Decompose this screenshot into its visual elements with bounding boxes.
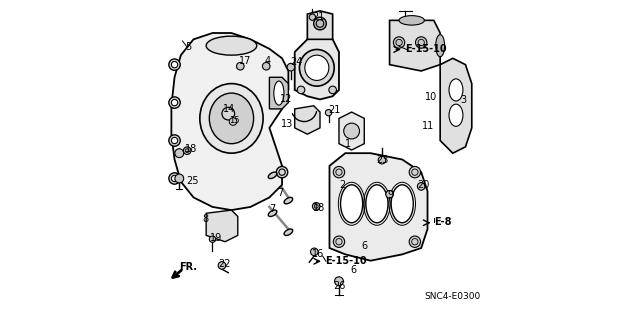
Circle shape	[394, 37, 404, 48]
Circle shape	[378, 156, 386, 164]
Circle shape	[333, 236, 345, 248]
Circle shape	[222, 107, 235, 120]
Ellipse shape	[209, 93, 253, 144]
Text: 10: 10	[425, 92, 437, 102]
Circle shape	[417, 182, 425, 190]
Text: 1: 1	[345, 139, 351, 149]
Ellipse shape	[206, 36, 257, 55]
Circle shape	[229, 118, 237, 125]
Text: E-8: E-8	[434, 217, 451, 227]
Ellipse shape	[449, 79, 463, 101]
Circle shape	[287, 63, 294, 71]
Circle shape	[169, 59, 180, 70]
Circle shape	[172, 175, 178, 182]
Ellipse shape	[366, 185, 388, 223]
Circle shape	[310, 248, 318, 256]
Ellipse shape	[268, 172, 277, 179]
Text: 26: 26	[333, 281, 346, 291]
Polygon shape	[330, 153, 428, 261]
Circle shape	[344, 123, 360, 139]
Text: 18: 18	[313, 203, 325, 212]
Text: 14: 14	[223, 104, 235, 114]
Ellipse shape	[391, 185, 413, 223]
Ellipse shape	[268, 210, 277, 217]
Text: 12: 12	[280, 94, 292, 104]
Circle shape	[184, 147, 191, 154]
Text: E-15-10: E-15-10	[324, 256, 366, 266]
Circle shape	[169, 97, 180, 108]
Text: 11: 11	[422, 121, 434, 131]
Text: 6: 6	[351, 264, 356, 275]
Text: 25: 25	[186, 176, 198, 186]
Circle shape	[386, 190, 394, 198]
Text: 2: 2	[340, 181, 346, 190]
Text: 18: 18	[185, 145, 197, 154]
Text: 16: 16	[312, 249, 324, 259]
Circle shape	[209, 236, 216, 242]
Circle shape	[218, 262, 226, 269]
Ellipse shape	[300, 49, 334, 86]
Ellipse shape	[200, 84, 263, 153]
Text: 17: 17	[239, 56, 251, 66]
Circle shape	[169, 135, 180, 146]
Polygon shape	[339, 112, 364, 150]
Text: FR.: FR.	[179, 262, 197, 272]
Circle shape	[172, 100, 178, 106]
Circle shape	[415, 37, 427, 48]
Text: 8: 8	[202, 214, 209, 224]
Text: 9: 9	[388, 190, 394, 200]
Circle shape	[297, 86, 305, 94]
Polygon shape	[307, 11, 333, 39]
Text: 22: 22	[218, 259, 230, 270]
Ellipse shape	[449, 104, 463, 126]
Text: 3: 3	[461, 95, 467, 105]
Text: 7: 7	[269, 204, 275, 214]
Text: 19: 19	[210, 233, 222, 243]
Text: 6: 6	[362, 241, 368, 251]
Circle shape	[329, 86, 337, 94]
Text: 21: 21	[312, 11, 324, 22]
Ellipse shape	[284, 229, 292, 235]
Circle shape	[312, 203, 320, 210]
Circle shape	[409, 236, 420, 248]
Text: 23: 23	[376, 155, 388, 165]
Ellipse shape	[399, 16, 424, 25]
Circle shape	[169, 173, 180, 184]
Ellipse shape	[284, 197, 292, 204]
Circle shape	[175, 149, 184, 158]
Text: 15: 15	[229, 116, 240, 125]
Ellipse shape	[436, 34, 445, 57]
Ellipse shape	[340, 185, 363, 223]
Circle shape	[175, 174, 184, 183]
Ellipse shape	[305, 55, 329, 80]
Circle shape	[172, 137, 178, 144]
Text: 13: 13	[282, 119, 294, 129]
Ellipse shape	[274, 81, 284, 105]
Polygon shape	[294, 106, 320, 134]
Text: 7: 7	[277, 188, 284, 198]
Text: 24: 24	[290, 57, 302, 67]
Polygon shape	[172, 33, 289, 210]
Text: 20: 20	[417, 181, 430, 190]
Polygon shape	[294, 33, 339, 100]
Polygon shape	[390, 20, 440, 71]
Circle shape	[276, 167, 288, 178]
Text: 21: 21	[328, 105, 340, 115]
Circle shape	[172, 62, 178, 68]
Circle shape	[325, 109, 332, 116]
Polygon shape	[206, 210, 238, 242]
Polygon shape	[269, 77, 289, 109]
Circle shape	[314, 17, 326, 30]
Circle shape	[309, 14, 316, 20]
Text: 4: 4	[265, 56, 271, 66]
Circle shape	[335, 277, 344, 286]
Text: 5: 5	[186, 42, 192, 52]
Circle shape	[262, 63, 270, 70]
Circle shape	[409, 167, 420, 178]
Circle shape	[237, 63, 244, 70]
Polygon shape	[440, 58, 472, 153]
Text: E-15-10: E-15-10	[405, 44, 447, 54]
Circle shape	[333, 167, 345, 178]
Text: SNC4-E0300: SNC4-E0300	[424, 292, 481, 300]
